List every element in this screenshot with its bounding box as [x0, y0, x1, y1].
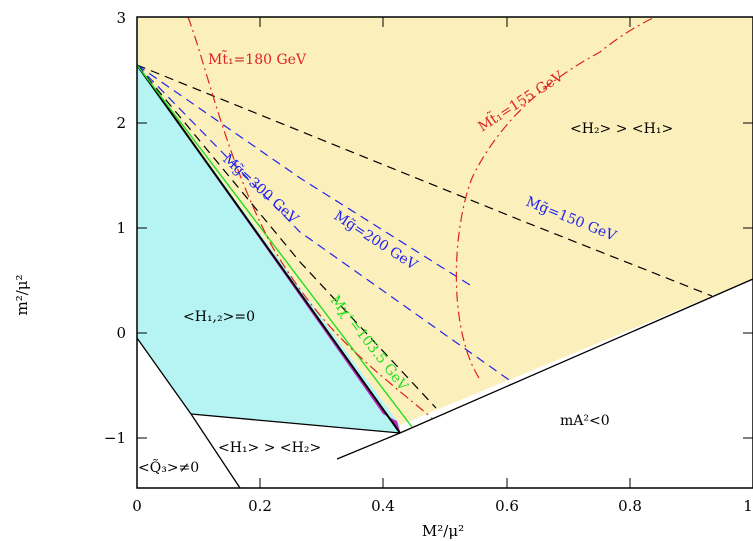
x-tick-labels: 0 0.2 0.4 0.6 0.8 1 [132, 497, 753, 515]
x-tick-1: 0.2 [248, 497, 272, 515]
x-axis-title: M²/μ² [422, 522, 464, 540]
boundary-q3-lower [336, 432, 401, 460]
y-tick-labels: −1 0 1 2 3 [104, 9, 126, 447]
x-tick-2: 0.4 [371, 497, 395, 515]
region-label-h1h2: <H₁> > <H₂> [218, 440, 321, 456]
curves [136, 16, 713, 428]
stop180-line [187, 16, 433, 419]
plot-frame [136, 16, 753, 489]
region-label-h12: <H₁,₂>=0 [183, 309, 255, 325]
boundary-q3 [190, 413, 241, 489]
y-tick-4: 3 [116, 9, 126, 27]
boundaries [136, 64, 753, 489]
boundary-h1h2-top [190, 413, 401, 434]
gluino150-black-line [136, 64, 713, 297]
x-tick-0: 0 [132, 497, 142, 515]
gluino150-blue-line [136, 64, 471, 286]
boundary-ma [399, 278, 753, 434]
stop155-line [455, 16, 656, 379]
region-labels: <H₂> > <H₁> <H₁,₂>=0 <H₁> > <H₂> <Q̃₃>≠0… [138, 121, 673, 476]
x-tick-5: 1 [743, 497, 753, 515]
chargino-line [136, 64, 413, 428]
allowed-region [137, 17, 753, 425]
y-axis-title: m²/μ² [13, 274, 31, 315]
y-tick-0: −1 [104, 429, 126, 447]
curve-label-stop180: Mt̃₁=180 GeV [208, 49, 307, 68]
y-tick-3: 2 [116, 114, 126, 132]
x-tick-3: 0.6 [495, 497, 519, 515]
gluino200-blue-line [136, 64, 513, 383]
x-tick-4: 0.8 [618, 497, 642, 515]
gluino300-black-line [136, 64, 437, 409]
h1h2-region [137, 338, 400, 488]
y-tick-1: 0 [116, 324, 126, 342]
region-label-ma: mA²<0 [560, 413, 610, 429]
region-label-allowed: <H₂> > <H₁> [570, 121, 673, 137]
boundary-h1h2-slant [136, 337, 192, 415]
region-label-q3: <Q̃₃>≠0 [138, 458, 199, 476]
boundary-diagonal [136, 64, 401, 434]
y-tick-2: 1 [116, 219, 126, 237]
ticks [137, 17, 753, 488]
